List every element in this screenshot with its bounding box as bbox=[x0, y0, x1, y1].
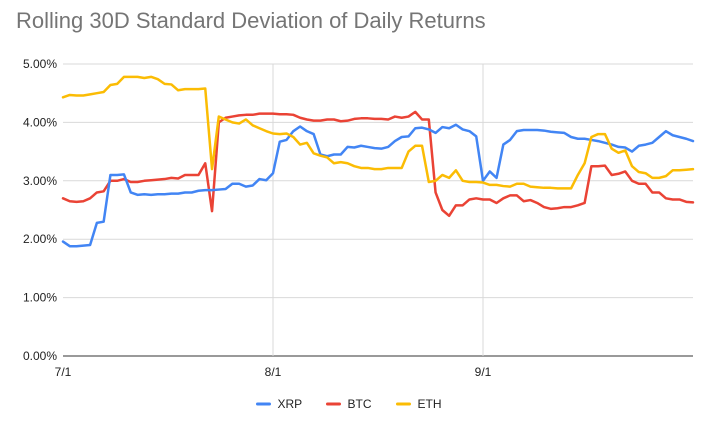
y-tick-label: 0.00% bbox=[23, 349, 57, 363]
y-tick-label: 4.00% bbox=[23, 115, 57, 129]
legend-label-eth: ETH bbox=[418, 397, 442, 411]
legend: XRP BTC ETH bbox=[256, 397, 442, 411]
legend-label-btc: BTC bbox=[348, 397, 372, 411]
legend-label-xrp: XRP bbox=[278, 397, 303, 411]
y-tick-label: 2.00% bbox=[23, 232, 57, 246]
grid-layer bbox=[63, 63, 693, 357]
y-tick-label: 1.00% bbox=[23, 291, 57, 305]
x-tick-label: 8/1 bbox=[265, 365, 282, 379]
y-tick-label: 3.00% bbox=[23, 174, 57, 188]
x-tick-label: 7/1 bbox=[55, 365, 72, 379]
chart-title: Rolling 30D Standard Deviation of Daily … bbox=[16, 8, 486, 33]
series-line-xrp bbox=[61, 123, 695, 248]
x-tick-label: 9/1 bbox=[475, 365, 492, 379]
y-tick-label: 5.00% bbox=[23, 57, 57, 71]
series-line-btc bbox=[61, 110, 695, 218]
series-layer bbox=[61, 75, 695, 248]
series-line-eth bbox=[61, 75, 695, 190]
axis-layer: 0.00% 1.00% 2.00% 3.00% 4.00% 5.00% 7/1 8/1 9/1 bbox=[23, 57, 492, 379]
